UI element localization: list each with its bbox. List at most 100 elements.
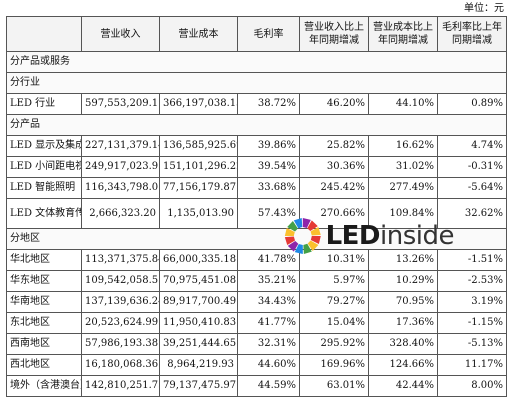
table-row: LED 显示及集成 227,131,379.14 136,585,925.69 39.… [6,135,507,157]
value-cell: 245.42% [299,177,369,199]
value-cell: 11.17% [437,354,507,376]
value-cell: 4.74% [437,135,507,157]
value-cell: 39.86% [237,135,300,157]
row-label-cell: 华北地区 [6,249,82,271]
value-cell: 16.62% [368,135,438,157]
value-cell: 39.54% [237,156,300,178]
section-row: 分行业 [6,72,507,94]
logo-segment [293,218,303,229]
row-label-cell: 东北地区 [6,312,82,334]
value-cell: 25.82% [299,135,369,157]
logo-segment [294,244,303,254]
logo-segment [310,227,321,236]
value-cell: 597,553,209.11 [81,93,160,115]
value-cell: 44.59% [237,375,300,397]
value-cell: 2,666,323.20 [81,198,160,229]
value-cell: -5.64% [437,177,507,199]
header-cell [6,16,82,52]
value-cell: 116,343,798.01 [81,177,160,199]
row-label-cell: LED 显示及集成 [6,135,82,157]
section-label: 分行业 [6,72,507,94]
logo-segment [284,227,295,236]
table-row: 境外（含港澳台）142,810,251.7579,137,475.9744.59… [6,375,507,397]
header-cell: 营业收入 [81,16,160,52]
value-cell: 57,986,193.38 [81,333,160,355]
logo-segment [302,218,311,228]
row-label-cell: LED 行业 [6,93,82,115]
value-cell: 137,139,636.24 [81,291,160,313]
header-cell: 营业成本比上年同期增减 [368,16,438,52]
value-cell: 295.92% [299,333,369,355]
table-header-row: 营业收入 营业成本 毛利率 营业收入比上年同期增减 营业成本比上年同期增减 毛利… [6,16,507,52]
value-cell: 66,000,335.18 [159,249,238,271]
table-row: 东北地区 20,523,624.99 11,950,410.83 41.77% 15.0… [6,312,507,334]
ledinside-watermark: LEDinside [284,212,454,260]
value-cell: -0.31% [437,156,507,178]
value-cell: 328.40% [368,333,438,355]
value-cell: 151,101,296.22 [159,156,238,178]
value-cell: 34.43% [237,291,300,313]
section-label: 分产品 [6,114,507,136]
logo-segment [303,243,312,254]
row-label-cell: LED 文体教育传媒 [6,198,82,229]
value-cell: 16,180,068.36 [81,354,160,376]
logo-segment [284,236,296,245]
header-cell: 营业收入比上年同期增减 [299,16,369,52]
section-label: 分产品或服务 [6,51,507,73]
header-cell: 毛利率比上年同期增减 [437,16,507,52]
value-cell: 0.89% [437,93,507,115]
value-cell: 44.10% [368,93,438,115]
unit-label: 单位：元 [464,3,504,14]
value-cell: 11,950,410.83 [159,312,238,334]
logo-segment [310,236,321,245]
value-cell: 44.60% [237,354,300,376]
table-row: LED 小间距电视 249,917,023.95 151,101,296.22 39.… [6,156,507,178]
value-cell: 8.00% [437,375,507,397]
value-cell: 35.21% [237,270,300,292]
row-label-cell: 华南地区 [6,291,82,313]
value-cell: 38.72% [237,93,300,115]
logo-segment [307,220,318,232]
table-row: 华南地区 137,139,636.24 89,917,700.49 34.43% 79.… [6,291,507,313]
value-cell: 124.66% [368,354,438,376]
value-cell: 31.02% [368,156,438,178]
value-cell: 5.97% [299,270,369,292]
value-cell: 70,975,451.08 [159,270,238,292]
value-cell: 17.36% [368,312,438,334]
value-cell: -1.15% [437,312,507,334]
ledinside-logo-icon [284,218,321,254]
table-row: LED 行业 597,553,209.11 366,197,038.13 38.72%… [6,93,507,115]
value-cell: 39,251,444.65 [159,333,238,355]
value-cell: 136,585,925.69 [159,135,238,157]
row-label-cell: 境外（含港澳台） [6,375,82,397]
value-cell: 169.96% [299,354,369,376]
row-label-cell: LED 智能照明 [6,177,82,199]
row-label-cell: LED 小间距电视 [6,156,82,178]
value-cell: 79,137,475.97 [159,375,238,397]
value-cell: 30.36% [299,156,369,178]
value-cell: 3.19% [437,291,507,313]
table-row: 华东地区 109,542,058.55 70,975,451.08 35.21% 5.9… [6,270,507,292]
value-cell: 70.95% [368,291,438,313]
value-cell: 20,523,624.99 [81,312,160,334]
table-row: 西北地区 16,180,068.36 8,964,219.93 44.60% 169.9… [6,354,507,376]
value-cell: 109,542,058.55 [81,270,160,292]
table-body: 分产品或服务 分行业 LED 行业 597,553,209.11 366,197,038… [6,51,507,397]
value-cell: 277.49% [368,177,438,199]
logo-segment [287,240,299,252]
value-cell: 249,917,023.95 [81,156,160,178]
value-cell: 8,964,219.93 [159,354,238,376]
table-row: 华北地区 113,371,375.84 66,000,335.18 41.78% 10.… [6,249,507,271]
logo-segment [307,240,319,252]
row-label-cell: 西北地区 [6,354,82,376]
value-cell: 113,371,375.84 [81,249,160,271]
section-row: 分产品或服务 [6,51,507,73]
value-cell: 46.20% [299,93,369,115]
value-cell: 79.27% [299,291,369,313]
row-label-cell: 西南地区 [6,333,82,355]
section-row: 分产品 [6,114,507,136]
table-row: 西南地区 57,986,193.38 39,251,444.65 32.31% 295.… [6,333,507,355]
value-cell: 77,156,179.87 [159,177,238,199]
value-cell: 142,810,251.75 [81,375,160,397]
value-cell: 1,135,013.90 [159,198,238,229]
